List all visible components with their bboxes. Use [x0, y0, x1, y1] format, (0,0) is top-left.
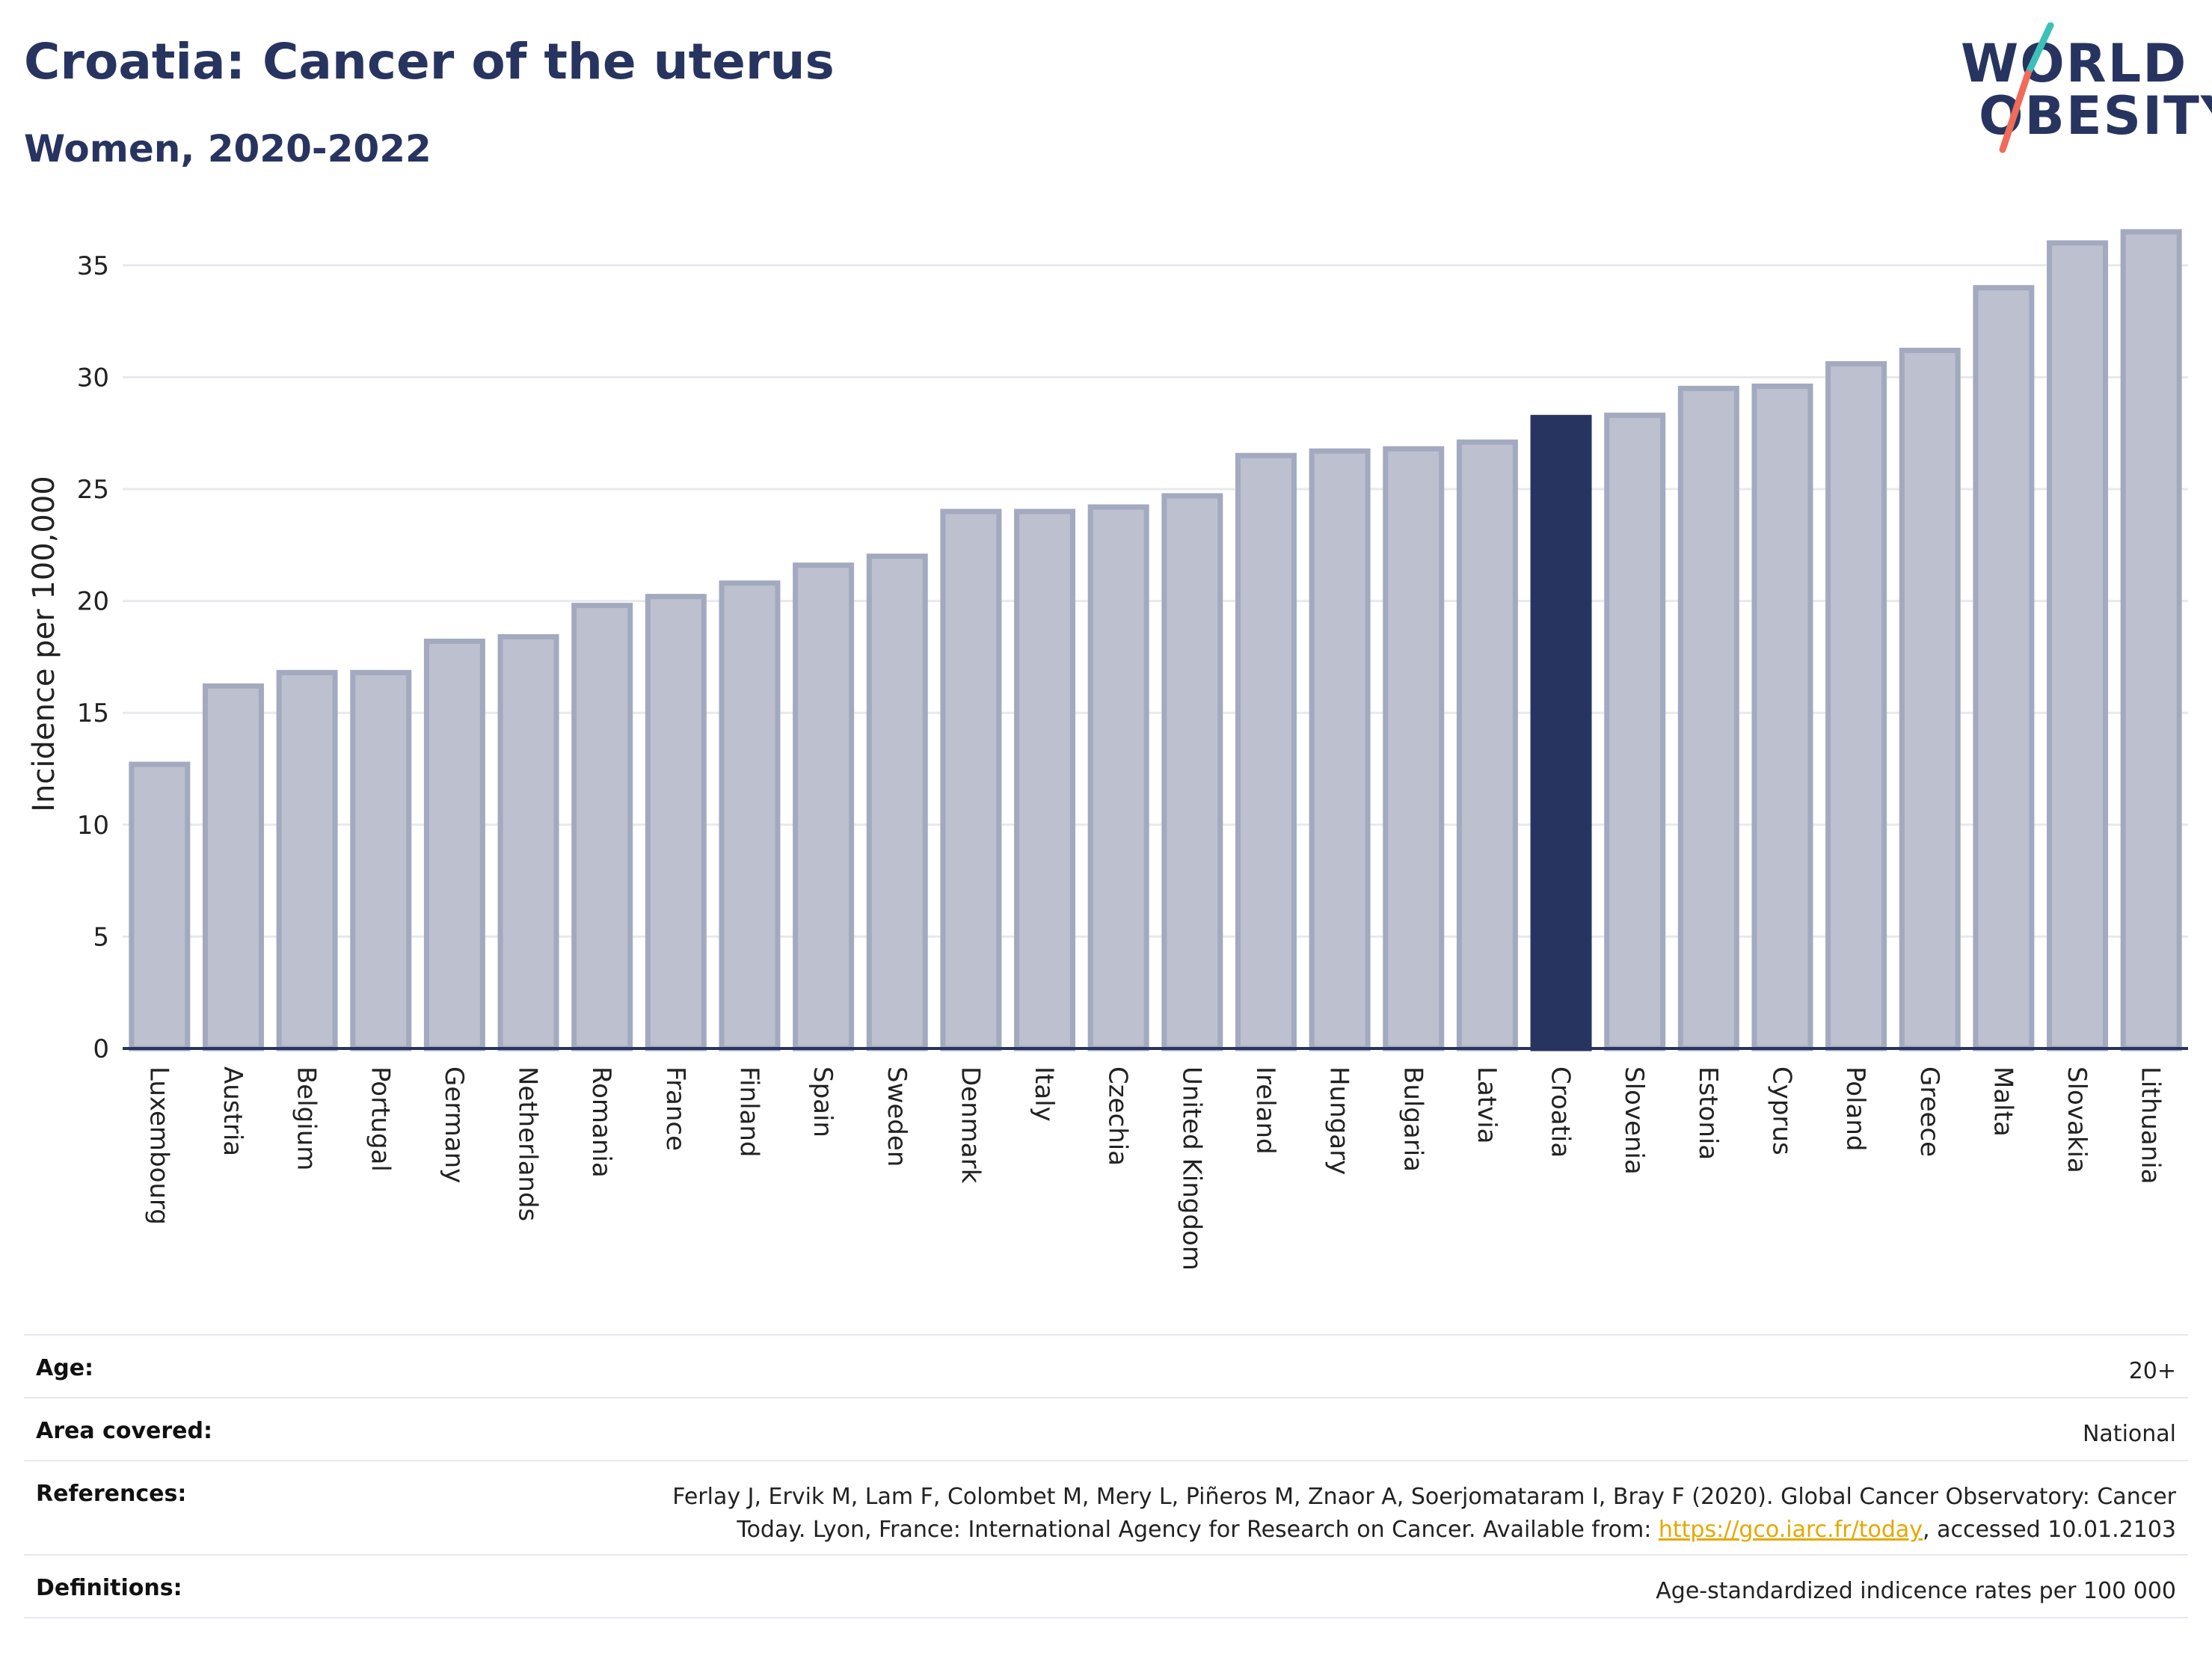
- bar: [866, 553, 928, 1051]
- x-tick-label: Belgium: [292, 1066, 322, 1170]
- x-tick-label: Italy: [1029, 1066, 1059, 1122]
- x-tick-label: Ireland: [1250, 1066, 1280, 1155]
- definitions-value: Age-standardized indicence rates per 100…: [1656, 1578, 2176, 1604]
- bar: [793, 562, 855, 1051]
- x-tick-label: Croatia: [1546, 1066, 1576, 1158]
- bar-chart: 0 5 10 15 20 25 30 35 Luxembourg Austria Belgium P…: [27, 229, 2188, 1271]
- area-label: Area covered:: [36, 1418, 212, 1444]
- bar: [423, 638, 485, 1051]
- y-tick-label: 15: [77, 698, 109, 728]
- bar: [1087, 504, 1149, 1051]
- y-tick-label: 25: [77, 475, 109, 505]
- x-tick-label: France: [660, 1066, 690, 1151]
- y-tick-label: 20: [77, 587, 109, 617]
- bar: [202, 683, 264, 1051]
- x-tick-label: United Kingdom: [1176, 1066, 1206, 1271]
- references-value: Ferlay J, Ervik M, Lam F, Colombet M, Me…: [672, 1481, 2176, 1547]
- world-obesity-logo: WORLD OBESITY: [1944, 22, 2212, 165]
- references-label: References:: [36, 1481, 187, 1507]
- x-tick-label: Portugal: [365, 1066, 395, 1172]
- bar: [1383, 446, 1445, 1051]
- bar: [1604, 412, 1666, 1051]
- bar: [1899, 347, 1961, 1051]
- x-tick-label: Estonia: [1693, 1066, 1723, 1160]
- info-row-area: Area covered: National: [24, 1397, 2188, 1460]
- x-tick-label: Greece: [1914, 1066, 1944, 1157]
- y-tick-label: 0: [93, 1034, 109, 1064]
- y-axis-label: Incidence per 100,000: [27, 476, 61, 812]
- bar: [129, 761, 191, 1051]
- x-tick-label: Finland: [734, 1066, 764, 1158]
- bar: [350, 669, 412, 1051]
- y-tick-label: 5: [93, 922, 109, 952]
- references-line-2-post: , accessed 10.01.2103: [1923, 1517, 2176, 1543]
- bar: [940, 509, 1002, 1051]
- y-tick-label: 35: [77, 251, 109, 281]
- x-tick-label: Malta: [1988, 1066, 2018, 1137]
- info-row-references: References: Ferlay J, Ervik M, Lam F, Co…: [24, 1460, 2188, 1554]
- area-value: National: [2082, 1421, 2176, 1447]
- age-value: 20+: [2128, 1358, 2176, 1384]
- x-tick-label: Germany: [439, 1066, 469, 1183]
- x-tick-label: Hungary: [1324, 1066, 1354, 1175]
- logo-slash-icon: [1999, 22, 2054, 153]
- bar: [276, 669, 338, 1051]
- x-tick-label: Netherlands: [513, 1066, 543, 1221]
- chart-subtitle: Women, 2020-2022: [24, 127, 431, 171]
- bar: [2047, 240, 2109, 1051]
- bar: [1161, 493, 1223, 1051]
- x-tick-label: Poland: [1840, 1066, 1870, 1152]
- bar: [1014, 509, 1076, 1051]
- bar: [497, 633, 559, 1051]
- references-line-1: Ferlay J, Ervik M, Lam F, Colombet M, Me…: [672, 1484, 2176, 1510]
- info-row-definitions: Definitions: Age-standardized indicence …: [24, 1554, 2188, 1618]
- y-tick-label: 10: [77, 811, 109, 841]
- x-tick-label: Austria: [218, 1066, 248, 1156]
- x-tick-label: Lithuania: [2136, 1066, 2166, 1184]
- x-tick-label: Denmark: [955, 1066, 985, 1184]
- x-tick-label: Bulgaria: [1398, 1066, 1428, 1172]
- y-tick-label: 30: [77, 363, 109, 393]
- x-tick-label: Slovenia: [1619, 1066, 1649, 1175]
- bar: [1825, 360, 1887, 1051]
- bar: [1973, 285, 2035, 1051]
- x-tick-label: Romania: [586, 1066, 616, 1178]
- x-tick-label: Slovakia: [2062, 1066, 2092, 1173]
- x-tick-label: Cyprus: [1766, 1066, 1796, 1155]
- bar: [1235, 452, 1297, 1051]
- bar: [1677, 385, 1739, 1051]
- bar: [1456, 439, 1518, 1051]
- bar: [571, 603, 633, 1051]
- logo-line-1: WORLD: [1961, 33, 2188, 94]
- references-link[interactable]: https://gco.iarc.fr/today: [1658, 1517, 1923, 1543]
- chart-title: Croatia: Cancer of the uterus: [24, 33, 835, 90]
- x-tick-label: Latvia: [1472, 1066, 1502, 1144]
- x-tick-label: Luxembourg: [144, 1066, 173, 1225]
- bar: [2120, 229, 2182, 1051]
- bar: [719, 580, 781, 1051]
- definitions-label: Definitions:: [36, 1575, 182, 1601]
- x-tick-label: Czechia: [1103, 1066, 1133, 1166]
- info-row-age: Age: 20+: [24, 1334, 2188, 1397]
- x-axis-ticks: Luxembourg Austria Belgium Portugal Germany N…: [144, 1066, 2165, 1271]
- age-label: Age:: [36, 1355, 94, 1381]
- bar: [1309, 448, 1371, 1051]
- bar: [645, 594, 707, 1051]
- bars: [129, 229, 2182, 1051]
- info-table: Age: 20+ Area covered: National Referenc…: [24, 1334, 2188, 1618]
- y-axis-ticks: 0 5 10 15 20 25 30 35: [77, 251, 109, 1064]
- x-tick-label: Sweden: [882, 1066, 912, 1167]
- references-line-2-pre: Today. Lyon, France: International Agenc…: [737, 1517, 1659, 1543]
- bar: [1751, 383, 1813, 1051]
- bar-highlighted: [1530, 414, 1592, 1051]
- x-tick-label: Spain: [808, 1066, 838, 1137]
